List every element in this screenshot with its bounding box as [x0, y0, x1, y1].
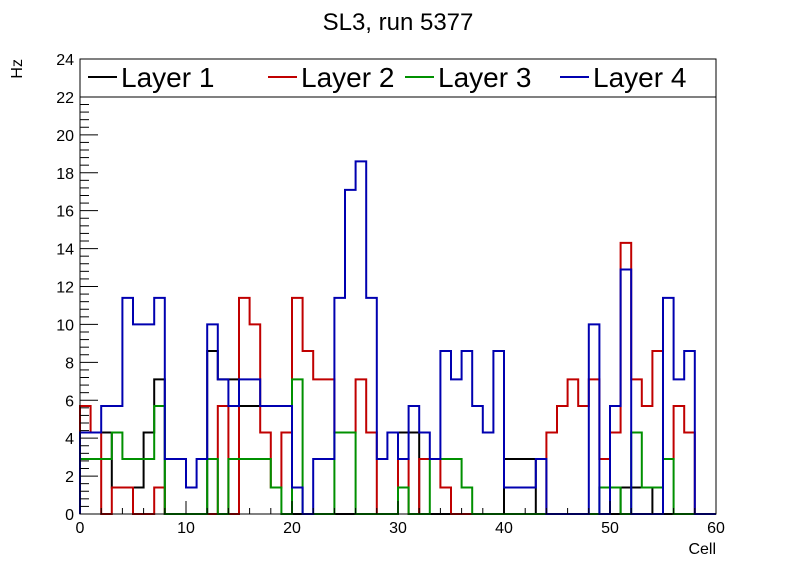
x-tick-label: 60 — [707, 520, 725, 537]
legend: Layer 1 Layer 2 Layer 3 Layer 4 — [79, 58, 717, 98]
legend-label-layer-2: Layer 2 — [301, 62, 394, 93]
y-tick-label: 18 — [56, 166, 74, 183]
y-tick-label: 22 — [56, 90, 74, 107]
y-tick-label: 0 — [65, 507, 74, 524]
y-tick-label: 20 — [56, 128, 74, 145]
x-axis: 0 10 20 30 40 50 60 — [76, 501, 725, 537]
legend-box — [79, 58, 717, 98]
y-tick-label: 4 — [65, 431, 74, 448]
y-tick-label: 2 — [65, 469, 74, 486]
x-tick-label: 10 — [177, 520, 195, 537]
x-tick-label: 0 — [76, 520, 85, 537]
x-tick-label: 30 — [389, 520, 407, 537]
y-tick-label: 24 — [56, 52, 74, 69]
x-tick-label: 50 — [601, 520, 619, 537]
legend-label-layer-4: Layer 4 — [593, 62, 686, 93]
x-axis-title: Cell — [688, 541, 716, 558]
legend-label-layer-1: Layer 1 — [121, 62, 214, 93]
legend-label-layer-3: Layer 3 — [438, 62, 531, 93]
x-tick-label: 20 — [283, 520, 301, 537]
y-tick-label: 16 — [56, 204, 74, 221]
x-tick-label: 40 — [495, 520, 513, 537]
y-tick-label: 14 — [56, 242, 74, 259]
y-tick-label: 8 — [65, 355, 74, 372]
chart-title: SL3, run 5377 — [323, 9, 474, 36]
y-tick-label: 6 — [65, 393, 74, 410]
y-tick-label: 12 — [56, 280, 74, 297]
y-axis-title: Hz — [9, 59, 26, 79]
y-tick-label: 10 — [56, 317, 74, 334]
